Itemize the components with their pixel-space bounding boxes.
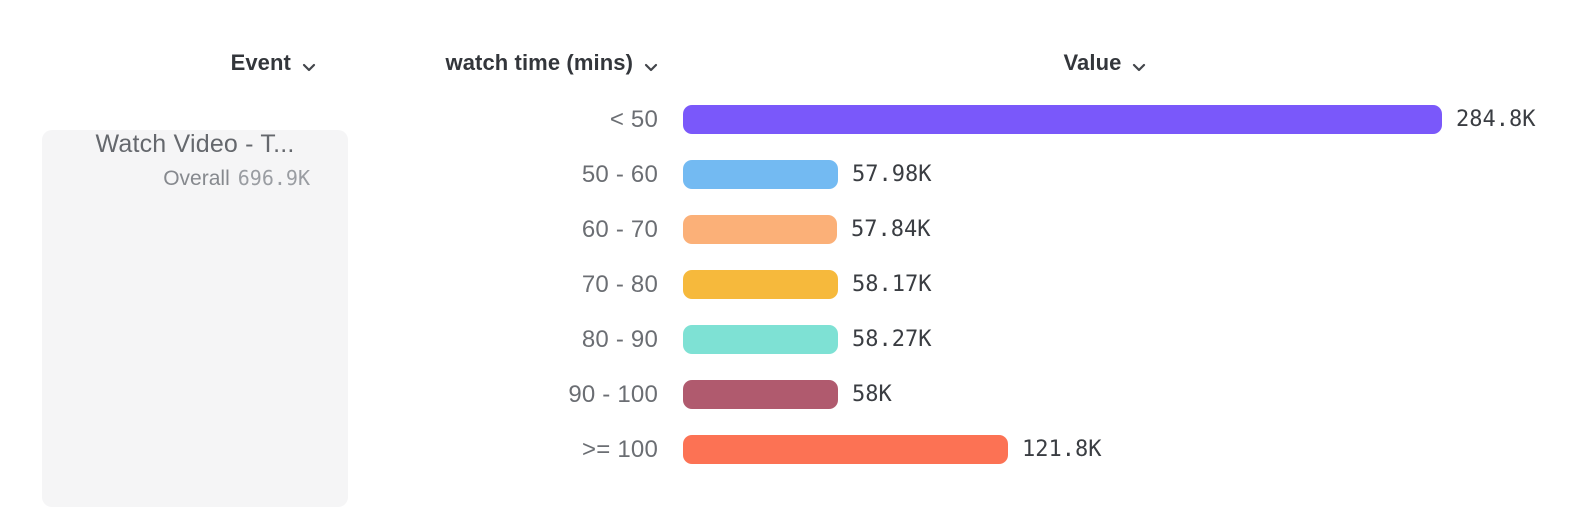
column-headers: Event watch time (mins) Value [0,0,1592,92]
bar-chart: < 50 284.8K 50 - 60 57.98K 60 - 70 57.84… [348,92,1592,507]
event-overall: Overall 696.9K [42,166,348,191]
chart-row: 60 - 70 57.84K [348,202,1592,257]
event-column-header[interactable]: Event [231,49,316,78]
chart-row: 80 - 90 58.27K [348,312,1592,367]
value-column-header[interactable]: Value [1064,49,1147,78]
bucket-label: 50 - 60 [581,160,658,188]
chevron-down-icon [644,52,658,78]
bucket-label: 70 - 80 [581,270,658,298]
bucket-label: < 50 [609,105,658,133]
bucket-label: >= 100 [582,435,658,463]
event-column-label: Event [230,50,291,75]
bar[interactable] [683,435,1008,464]
bar-cell: 57.98K [660,160,1592,189]
bucket-label: 80 - 90 [581,325,658,353]
breakdown-column-label: watch time (mins) [445,50,633,75]
bar[interactable] [683,270,838,299]
bar-value-label: 58.27K [852,327,932,352]
bar-value-label: 58K [852,382,892,407]
bar-value-label: 284.8K [1456,107,1536,132]
bar-cell: 284.8K [660,105,1592,134]
chevron-down-icon [302,52,316,78]
event-card[interactable]: Watch Video - T... Overall 696.9K [42,130,348,507]
bar-cell: 58.17K [660,270,1592,299]
chart-row: < 50 284.8K [348,92,1592,147]
breakdown-column-header[interactable]: watch time (mins) [445,49,658,78]
bar-cell: 57.84K [660,215,1592,244]
chart-row: 90 - 100 58K [348,367,1592,422]
event-name: Watch Video - T... [95,130,295,158]
chart-row: >= 100 121.8K [348,422,1592,477]
bar-value-label: 121.8K [1022,437,1102,462]
bar[interactable] [683,105,1442,134]
bucket-label: 90 - 100 [568,380,658,408]
bar-cell: 58K [660,380,1592,409]
bar-value-label: 58.17K [852,272,932,297]
overall-value: 696.9K [237,166,310,190]
chart-row: 70 - 80 58.17K [348,257,1592,312]
bar-cell: 58.27K [660,325,1592,354]
bar[interactable] [683,160,838,189]
bar[interactable] [683,325,838,354]
report-body: Watch Video - T... Overall 696.9K < 50 28… [0,92,1592,507]
chevron-down-icon [1132,52,1146,78]
value-column-label: Value [1063,50,1122,75]
bucket-label: 60 - 70 [581,215,658,243]
chart-row: 50 - 60 57.98K [348,147,1592,202]
bar-cell: 121.8K [660,435,1592,464]
bar[interactable] [683,215,837,244]
bar-value-label: 57.84K [851,217,931,242]
overall-label: Overall [163,167,230,190]
event-column: Watch Video - T... Overall 696.9K [0,92,348,507]
bar-value-label: 57.98K [852,162,932,187]
bar[interactable] [683,380,838,409]
